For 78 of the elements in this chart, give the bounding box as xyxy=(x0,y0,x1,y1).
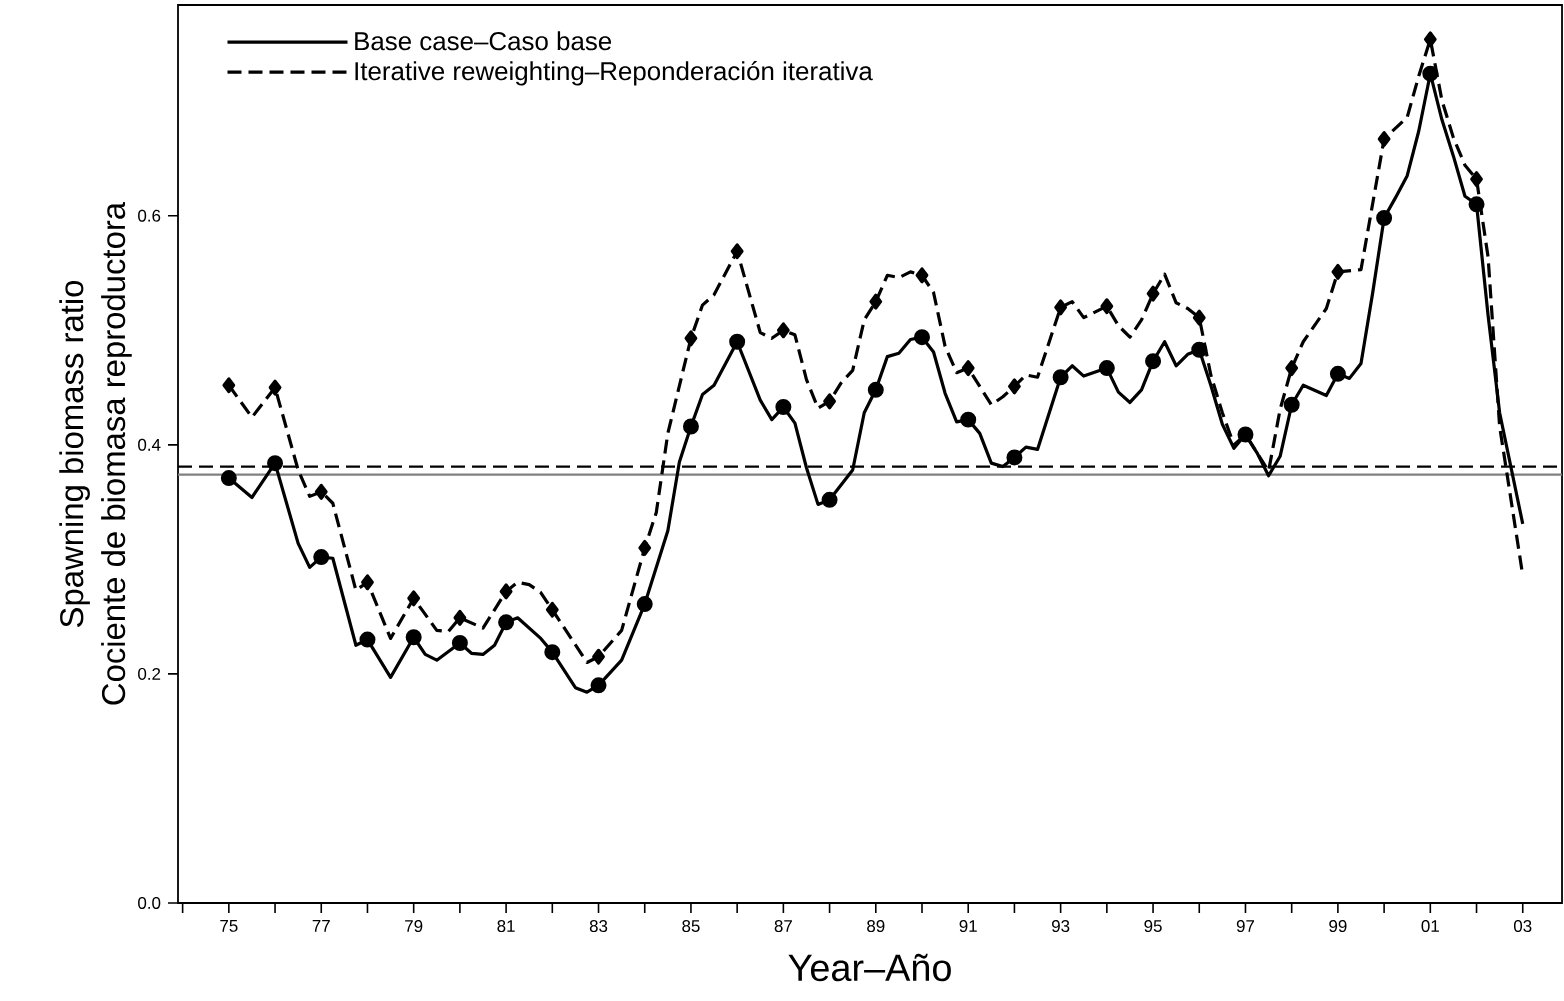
point xyxy=(1145,353,1162,370)
point xyxy=(961,360,975,377)
point xyxy=(453,609,467,626)
y-tick-label: 0.0 xyxy=(138,897,161,909)
point xyxy=(821,491,838,508)
point xyxy=(775,399,792,416)
point xyxy=(222,377,236,394)
point xyxy=(776,322,790,339)
point xyxy=(682,418,699,435)
point xyxy=(915,267,929,284)
point xyxy=(1237,426,1254,443)
point xyxy=(267,455,284,472)
point xyxy=(498,614,515,631)
x-tick-label: 89 xyxy=(867,920,885,933)
x-tick-label: 01 xyxy=(1421,920,1439,933)
x-tick-label: 91 xyxy=(959,920,977,933)
point xyxy=(1052,369,1069,386)
point xyxy=(592,648,605,665)
point xyxy=(1054,299,1068,316)
point xyxy=(1008,378,1021,395)
point xyxy=(1423,31,1437,48)
point xyxy=(268,379,282,396)
point xyxy=(407,590,421,607)
y-tick-label: 0.6 xyxy=(138,209,161,222)
point xyxy=(359,631,376,648)
x-axis-title: Year–Año xyxy=(788,953,951,982)
x-tick-label: 81 xyxy=(497,920,515,933)
point xyxy=(1470,171,1483,188)
point xyxy=(1146,285,1160,302)
x-tick-label: 97 xyxy=(1236,920,1255,933)
point xyxy=(729,333,746,350)
x-tick-label: 83 xyxy=(589,920,608,933)
point xyxy=(1283,396,1300,413)
y-tick-label: 0.4 xyxy=(138,438,161,451)
point xyxy=(1098,360,1115,377)
point xyxy=(823,393,836,410)
x-tick-label: 93 xyxy=(1051,920,1070,933)
point xyxy=(1100,298,1114,315)
x-tick-label: 79 xyxy=(405,920,423,933)
point xyxy=(590,677,607,694)
legend-label: Base case–Caso base xyxy=(355,31,612,51)
x-tick-label: 85 xyxy=(682,920,700,933)
point xyxy=(636,596,653,613)
x-tick-label: 95 xyxy=(1144,920,1162,933)
point xyxy=(1191,341,1208,358)
point xyxy=(313,549,330,566)
point xyxy=(1006,449,1023,466)
point xyxy=(451,634,468,651)
point xyxy=(638,539,652,556)
point xyxy=(869,293,883,310)
point xyxy=(545,601,559,618)
point xyxy=(1377,130,1391,147)
point xyxy=(220,470,237,487)
x-tick-label: 77 xyxy=(312,920,330,932)
point xyxy=(405,629,422,646)
point xyxy=(1468,196,1485,213)
point xyxy=(1329,365,1346,382)
point xyxy=(684,330,698,347)
point xyxy=(361,574,374,591)
point xyxy=(1192,309,1206,326)
point xyxy=(730,243,744,260)
point xyxy=(1285,360,1299,377)
point xyxy=(1422,65,1439,82)
y-axis-title: Spawning biomass ratio Cociente de biomasa reproductora xyxy=(59,201,132,705)
y-tick-label: 0.2 xyxy=(138,667,161,680)
x-tick-label: 87 xyxy=(774,920,792,933)
point xyxy=(314,483,328,500)
legend-label: Iterative reweighting–Reponderación iterativa xyxy=(355,61,873,86)
x-tick-label: 99 xyxy=(1329,920,1347,933)
point xyxy=(1376,210,1393,227)
point xyxy=(960,411,977,428)
point xyxy=(914,329,930,346)
point xyxy=(499,583,513,600)
point xyxy=(1331,263,1345,280)
point xyxy=(544,644,561,661)
point xyxy=(867,381,884,398)
x-tick-label: 03 xyxy=(1513,920,1532,933)
x-tick-label: 75 xyxy=(220,920,238,932)
